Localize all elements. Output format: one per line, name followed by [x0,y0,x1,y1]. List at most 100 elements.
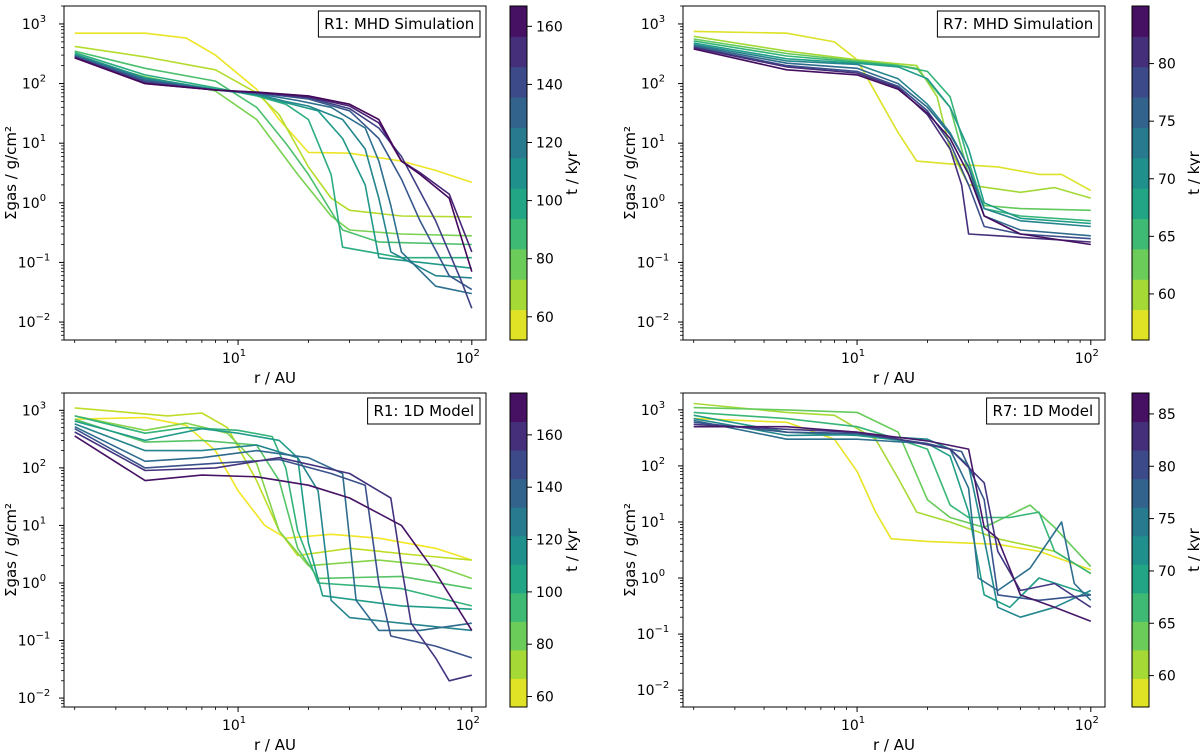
colorbar-segment [1132,248,1149,280]
series-line-t-95 [74,51,472,259]
colorbar-tick-label: 60 [536,690,554,706]
y-tick-label: 102 [22,458,46,477]
colorbar-tick-label: 85 [1158,407,1176,423]
x-tick-label: 102 [1075,715,1099,734]
x-axis-label: r / AU [873,369,915,387]
series-line-t-85 [693,425,1092,622]
series-line-t-60 [693,35,1092,199]
series-line-t-64 [693,406,1092,568]
series-line-t-68 [74,407,472,561]
y-tick-label: 101 [22,133,46,152]
colorbar-label: t / kyr [1185,150,1200,195]
colorbar-tick-label: 160 [536,428,563,444]
y-tick-label: 103 [641,400,665,419]
colorbar-segment [510,279,527,311]
colorbar-segment [1132,564,1149,594]
title-box [317,10,481,38]
series-line-t-78 [74,415,473,580]
colorbar-segment [1132,393,1149,423]
chart-panel-r1-1d: 101 102 r / AU 10−2 10−1 100 101 102 103 Σgas / g… [2,392,581,754]
colorbar-tick-label: 140 [536,77,563,93]
series-line-t-75 [74,57,472,237]
colorbar-segment [510,36,527,68]
colorbar-segment [510,621,527,651]
title-box [367,397,481,425]
series-line-t-70 [693,414,1092,609]
chart-panel-r7-1d: 101 102 r / AU 10−2 10−1 100 101 102 103 Σgas / g… [621,392,1200,754]
colorbar-segment [1132,97,1149,128]
series-group [74,407,473,682]
plot-frame [63,392,487,708]
colorbar-segment [510,592,527,622]
colorbar-segment [1132,279,1149,311]
colorbar: 60 65 70 75 80 85 t / kyr [1131,392,1200,708]
x-tick-label: 101 [841,348,865,367]
colorbar-segment [1132,36,1149,68]
series-line-t-158 [74,431,472,682]
colorbar-segment [510,66,527,98]
plot-frame [63,5,487,341]
colorbar-tick-label: 80 [1158,459,1176,475]
colorbar-segment [510,218,527,250]
series-group [693,30,1092,246]
series-line-t-170 [74,435,473,631]
colorbar-tick-label: 75 [1158,512,1176,528]
series-line-t-105 [74,53,472,269]
colorbar-segment [510,309,527,341]
y-tick-label: 10−2 [18,312,51,331]
colorbar-frame [1131,5,1150,341]
colorbar-segment [510,507,527,537]
x-axis: 101 102 [693,707,1099,734]
series-line-t-110 [74,420,472,610]
series-line-t-72 [693,43,1091,228]
colorbar-segment [510,248,527,280]
colorbar-segment [1132,421,1149,451]
colorbar-segment [510,421,527,451]
y-tick-label: 102 [641,74,665,93]
y-tick-label: 10−1 [637,252,670,271]
series-line-t-84 [693,48,1091,246]
series-line-t-135 [74,55,473,291]
colorbar-segment [1132,66,1149,98]
colorbar-segment [1132,127,1149,159]
colorbar-tick-label: 75 [1158,114,1176,130]
y-axis-label: Σgas / g/cm² [621,126,639,220]
colorbar-frame [509,392,528,708]
series-group [74,32,473,309]
series-line-t-82 [693,423,1092,608]
colorbar-frame [1131,392,1150,708]
y-tick-label: 101 [641,133,665,152]
y-tick-label: 100 [641,193,665,212]
colorbar-label: t / kyr [563,527,581,572]
y-tick-label: 103 [22,14,46,33]
series-line-t-69 [693,42,1091,225]
series-line-t-134 [74,425,472,632]
panel-title: R7: MHD Simulation [943,15,1093,33]
y-tick-label: 103 [641,14,665,33]
x-tick-label: 102 [1075,348,1099,367]
series-line-t-76 [693,419,1092,601]
colorbar-segment [1132,309,1149,341]
series-line-t-78 [693,46,1091,240]
y-tick-label: 10−2 [637,680,670,699]
colorbar-tick-label: 60 [1158,669,1176,685]
x-axis-label: r / AU [873,736,915,754]
series-line-t-85 [74,50,472,246]
y-tick-label: 10−1 [637,624,670,643]
panel-title: R1: MHD Simulation [324,15,474,33]
series-line-t-67 [693,411,1092,575]
colorbar-tick-label: 100 [536,194,563,210]
colorbar-tick-label: 120 [536,136,563,152]
colorbar-tick-label: 60 [536,310,554,326]
y-axis: 10−2 10−1 100 101 102 103 [18,5,64,341]
colorbar-tick-label: 140 [536,480,563,496]
y-tick-label: 102 [22,74,46,93]
x-axis: 101 102 [74,340,480,367]
colorbar-segment [510,478,527,508]
series-line-t-122 [74,423,472,632]
series-line-t-66 [693,40,1091,222]
series-line-t-55 [74,32,473,184]
colorbar-tick-label: 160 [536,19,563,35]
y-tick-label: 100 [22,573,46,592]
